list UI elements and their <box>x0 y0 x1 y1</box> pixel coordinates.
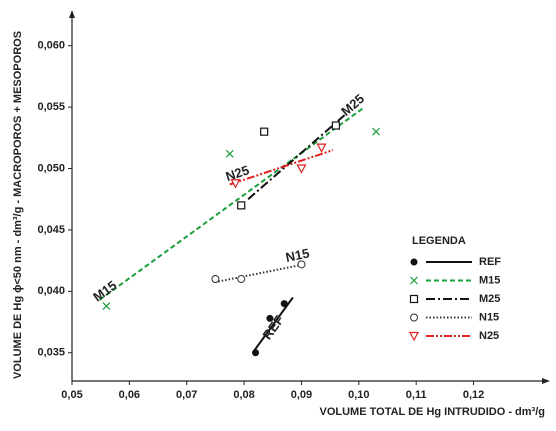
line-label: M25 <box>338 91 367 119</box>
legend-label: REF <box>479 256 501 268</box>
point <box>296 164 307 174</box>
point <box>237 275 246 284</box>
point <box>316 143 327 153</box>
point <box>102 302 111 311</box>
x-tick-label: 0,09 <box>291 389 312 401</box>
point <box>211 275 220 284</box>
x-axis-title: VOLUME TOTAL DE Hg INTRUDIDO - dm³/g <box>320 406 546 418</box>
y-tick-label: 0,035 <box>37 347 65 359</box>
legend-label: M25 <box>479 293 500 305</box>
legend-label: N15 <box>479 311 499 323</box>
x-tick-label: 0,08 <box>233 389 254 401</box>
legend-marker <box>409 331 419 342</box>
y-axis-title: VOLUME DE Hg ϕ<50 nm - dm³/g - MACROPORO… <box>12 31 24 379</box>
legend-title: LEGENDA <box>412 235 466 247</box>
point <box>237 201 246 210</box>
line-label: N25 <box>224 162 251 184</box>
trend-line <box>229 149 334 186</box>
x-tick-label: 0,10 <box>348 389 369 401</box>
line-label: M15 <box>90 277 119 304</box>
y-tick-label: 0,060 <box>37 40 65 52</box>
x-tick-label: 0,11 <box>406 389 427 401</box>
point <box>260 127 269 136</box>
point <box>225 149 234 158</box>
trend-line <box>247 112 348 200</box>
legend-marker <box>410 313 418 322</box>
point <box>252 349 260 357</box>
legend-label: M15 <box>479 274 500 286</box>
point <box>297 260 306 269</box>
legend-marker <box>409 294 419 304</box>
y-tick-label: 0,055 <box>37 101 65 113</box>
y-tick-label: 0,040 <box>37 285 65 297</box>
legend-marker <box>410 276 418 285</box>
x-tick-label: 0,07 <box>176 389 197 401</box>
x-tick-label: 0,05 <box>61 389 82 401</box>
line-label: N15 <box>284 246 310 265</box>
point <box>372 127 380 136</box>
point <box>331 121 340 130</box>
trend-line <box>98 107 364 301</box>
point <box>266 314 274 322</box>
point <box>230 179 241 189</box>
trend-line <box>251 296 294 354</box>
x-tick-label: 0,12 <box>463 389 484 401</box>
point <box>280 300 288 308</box>
y-tick-label: 0,045 <box>37 224 65 236</box>
axis-arrows <box>69 10 550 384</box>
legend-marker <box>410 258 418 266</box>
x-tick-label: 0,06 <box>119 389 140 401</box>
y-tick-label: 0,050 <box>37 162 65 174</box>
trend-line <box>218 263 305 283</box>
legend-label: N25 <box>479 330 499 342</box>
axes <box>71 12 548 382</box>
